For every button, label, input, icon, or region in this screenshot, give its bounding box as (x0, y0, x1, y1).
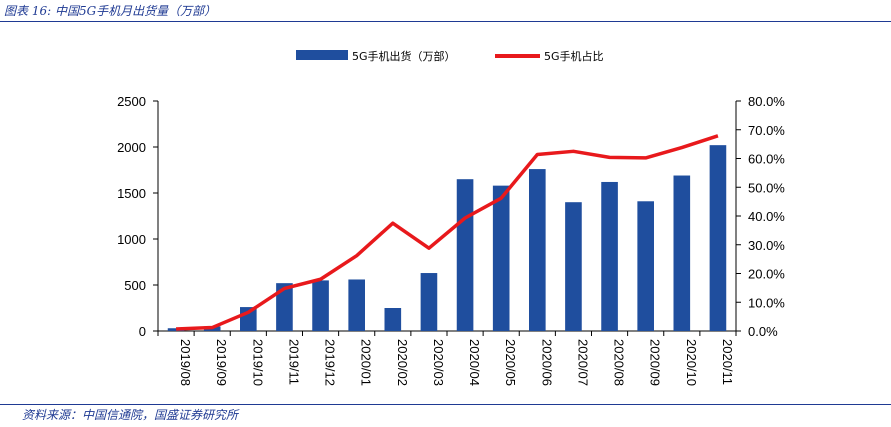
bar (529, 169, 546, 331)
legend-swatch-bar (296, 50, 348, 60)
x-tick-label: 2019/11 (286, 339, 301, 385)
bar (312, 280, 329, 331)
bar (420, 273, 438, 331)
x-tick-label: 2020/08 (612, 339, 627, 386)
bar (276, 283, 293, 331)
y-left-tick-label: 500 (124, 278, 146, 293)
x-tick-label: 2020/05 (503, 339, 518, 386)
x-tick-label: 2020/10 (684, 339, 699, 386)
bar (492, 185, 510, 331)
y-right-tick-label: 70.0% (748, 123, 785, 138)
y-right-tick-label: 10.0% (748, 295, 785, 310)
bar (709, 145, 727, 331)
y-right-tick-label: 30.0% (748, 238, 785, 253)
axis-labels: 0 500 1000 1500 2000 2500 0.0% 10.0% 20.0% 30.0% 4… (117, 94, 785, 386)
bottom-rule (0, 404, 891, 405)
x-tick-label: 2019/08 (178, 339, 193, 386)
x-tick-label: 2020/04 (467, 339, 482, 386)
bar-series (167, 145, 727, 331)
y-right-tick-label: 0.0% (748, 324, 778, 339)
bar (601, 181, 618, 331)
y-right-tick-label: 60.0% (748, 152, 785, 167)
legend-label-line: 5G手机占比 (544, 49, 604, 63)
line-series (175, 134, 719, 331)
y-left-tick-label: 1000 (117, 232, 146, 247)
x-tick-label: 2020/09 (648, 339, 663, 386)
y-left-tick-label: 0 (139, 324, 146, 339)
y-right-tick-label: 50.0% (748, 180, 785, 195)
y-left-tick-label: 2500 (117, 94, 146, 109)
y-left-tick-label: 2000 (117, 140, 146, 155)
legend-label-bar: 5G手机出货（万部） (352, 49, 456, 63)
y-left-tick-label: 1500 (117, 186, 146, 201)
figure-title: 图表 16: 中国5G手机月出货量（万部） (4, 4, 217, 18)
x-tick-label: 2020/01 (359, 339, 374, 386)
bar (565, 202, 582, 331)
y-right-tick-label: 20.0% (748, 267, 785, 282)
y-right-tick-label: 80.0% (748, 94, 785, 109)
top-rule (0, 21, 891, 22)
y-right-tick-label: 40.0% (748, 209, 785, 224)
x-tick-label: 2020/11 (720, 339, 735, 385)
bar (348, 279, 365, 331)
x-tick-label: 2020/07 (575, 339, 590, 386)
bar (673, 175, 691, 331)
x-tick-label: 2019/09 (214, 339, 229, 386)
share-line (175, 134, 719, 331)
chart-legend: 5G手机出货（万部） 5G手机占比 (296, 49, 604, 63)
x-tick-label: 2020/03 (431, 339, 446, 386)
bar (456, 179, 474, 331)
x-tick-label: 2020/02 (395, 339, 410, 386)
source-note: 资料来源：中国信通院，国盛证券研究所 (22, 408, 239, 422)
x-tick-label: 2019/12 (323, 339, 338, 386)
bar (384, 308, 402, 331)
bar (637, 201, 654, 331)
x-tick-label: 2020/06 (539, 339, 554, 386)
x-tick-label: 2019/10 (250, 339, 265, 386)
bar (167, 328, 185, 331)
